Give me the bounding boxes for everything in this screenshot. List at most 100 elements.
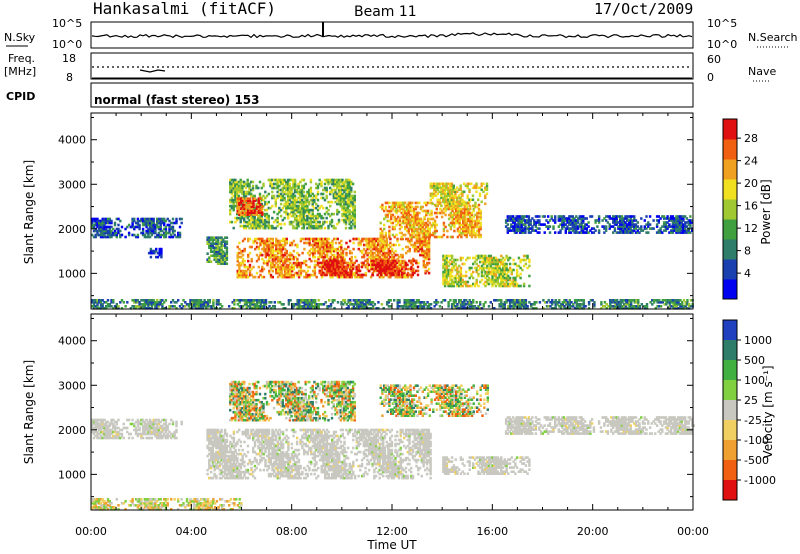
heatmap-cell (619, 219, 622, 222)
heatmap-cell (168, 229, 171, 233)
heatmap-cell (587, 231, 590, 234)
heatmap-cell (378, 261, 381, 265)
heatmap-cell (350, 275, 353, 279)
heatmap-cell (351, 267, 355, 271)
heatmap-cell (247, 213, 250, 216)
heatmap-cell (612, 219, 615, 222)
heatmap-cell (406, 275, 410, 279)
heatmap-cell (456, 280, 459, 284)
heatmap-cell (433, 223, 437, 227)
heatmap-cell (404, 233, 407, 237)
heatmap-cell (281, 190, 284, 194)
heatmap-cell (345, 253, 348, 257)
heatmap-cell (247, 197, 250, 200)
heatmap-cell (474, 219, 477, 223)
heatmap-cell (292, 214, 295, 218)
heatmap-cell (285, 275, 288, 279)
heatmap-cell (148, 223, 152, 227)
heatmap-cell (443, 190, 447, 194)
heatmap-cell (276, 190, 279, 194)
heatmap-cell (211, 236, 215, 239)
heatmap-cell (274, 226, 277, 230)
heatmap-cell (163, 223, 166, 227)
heatmap-cell (218, 258, 222, 261)
heatmap-cell (150, 233, 154, 237)
heatmap-cell (239, 218, 242, 222)
heatmap-cell (470, 219, 474, 223)
heatmap-cell (220, 238, 223, 241)
heatmap-cell (271, 184, 274, 188)
heatmap-cell (489, 264, 492, 268)
heatmap-cell (459, 272, 463, 276)
heatmap-cell (320, 237, 324, 241)
heatmap-cell (527, 219, 531, 222)
heatmap-cell (405, 273, 408, 277)
heatmap-cell (543, 223, 546, 226)
heatmap-cell (147, 301, 150, 304)
heatmap-cell (368, 241, 371, 245)
heatmap-cell (557, 215, 560, 218)
heatmap-cell (487, 276, 491, 280)
heatmap-cell (289, 241, 292, 245)
heatmap-cell (374, 259, 378, 263)
heatmap-cell (449, 221, 453, 225)
heatmap-cell (425, 223, 428, 227)
heatmap-cell (664, 221, 668, 224)
heatmap-cell (463, 217, 467, 221)
heatmap-cell (452, 196, 455, 200)
heatmap-cell (346, 196, 349, 200)
heatmap-cell (254, 199, 257, 202)
heatmap-cell (106, 229, 110, 233)
heatmap-cell (470, 223, 474, 227)
heatmap-cell (423, 233, 426, 237)
heatmap-cell (624, 215, 627, 218)
heatmap-cell (268, 249, 271, 253)
heatmap-cell (484, 196, 487, 200)
heatmap-cell (337, 192, 341, 196)
heatmap-cell (271, 245, 274, 249)
heatmap-cell (561, 221, 564, 224)
heatmap-cell (292, 249, 296, 253)
heatmap-cell (336, 186, 339, 190)
heatmap-cell (282, 243, 285, 247)
heatmap-cell (562, 217, 566, 220)
heatmap-cell (293, 200, 297, 204)
heatmap-cell (684, 229, 687, 232)
heatmap-cell (229, 182, 232, 186)
heatmap-cell (110, 299, 113, 302)
heatmap-cell (141, 221, 145, 225)
heatmap-cell (351, 216, 355, 220)
heatmap-cell (94, 221, 97, 225)
heatmap-cell (379, 233, 382, 237)
heatmap-cell (438, 186, 441, 190)
heatmap-cell (408, 247, 411, 251)
heatmap-cell (629, 217, 632, 220)
heatmap-cell (346, 182, 349, 186)
heatmap-cell (239, 184, 242, 188)
heatmap-cell (460, 231, 463, 235)
heatmap-cell (386, 215, 389, 219)
heatmap-cell (404, 227, 407, 231)
heatmap-cell (337, 182, 341, 186)
heatmap-cell (293, 212, 297, 216)
heatmap-cell (230, 200, 234, 204)
heatmap-cell (236, 218, 239, 222)
heatmap-cell (272, 226, 276, 230)
heatmap-cell (262, 182, 265, 186)
heatmap-cell (571, 229, 574, 232)
heatmap-cell (400, 205, 403, 209)
heatmap-cell (389, 249, 392, 253)
heatmap-cell (325, 196, 328, 200)
heatmap-cell (426, 217, 430, 221)
heatmap-cell (241, 188, 244, 192)
heatmap-cell (392, 259, 395, 263)
heatmap-cell (419, 207, 423, 211)
heatmap-cell (345, 241, 348, 245)
heatmap-cell (271, 263, 274, 267)
heatmap-cell (110, 233, 113, 237)
heatmap-cell (243, 211, 246, 214)
heatmap-cell (466, 184, 469, 188)
heatmap-cell (269, 275, 273, 279)
heatmap-cell (237, 184, 241, 188)
heatmap-cell (394, 263, 397, 267)
